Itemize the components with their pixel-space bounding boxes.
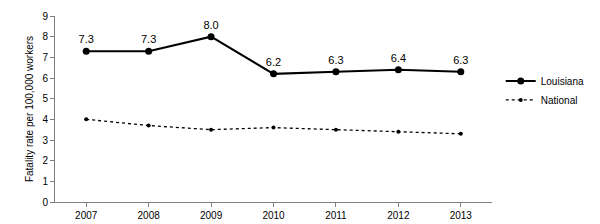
svg-text:2009: 2009 — [200, 210, 223, 221]
svg-text:5: 5 — [42, 93, 48, 104]
svg-text:6.2: 6.2 — [266, 56, 281, 68]
svg-text:6.3: 6.3 — [453, 54, 468, 66]
svg-text:7.3: 7.3 — [141, 33, 156, 45]
svg-text:2007: 2007 — [75, 210, 98, 221]
svg-text:7.3: 7.3 — [79, 33, 94, 45]
svg-text:8.0: 8.0 — [203, 19, 218, 31]
svg-text:National: National — [541, 95, 578, 106]
svg-text:Fatality rate per 100,000 work: Fatality rate per 100,000 workers — [24, 36, 35, 182]
svg-text:6.3: 6.3 — [328, 54, 343, 66]
svg-text:6: 6 — [42, 73, 48, 84]
svg-text:3: 3 — [42, 135, 48, 146]
svg-text:2008: 2008 — [138, 210, 161, 221]
svg-text:4: 4 — [42, 114, 48, 125]
svg-text:8: 8 — [42, 31, 48, 42]
svg-text:6.4: 6.4 — [391, 52, 406, 64]
svg-text:2013: 2013 — [450, 210, 473, 221]
svg-text:Louisiana: Louisiana — [541, 76, 584, 87]
svg-text:2011: 2011 — [325, 210, 347, 221]
svg-text:2010: 2010 — [262, 210, 285, 221]
svg-text:7: 7 — [42, 52, 48, 63]
svg-text:0: 0 — [42, 197, 48, 208]
svg-text:2012: 2012 — [387, 210, 410, 221]
svg-text:1: 1 — [42, 176, 48, 187]
svg-text:9: 9 — [42, 11, 48, 22]
svg-text:2: 2 — [42, 155, 48, 166]
